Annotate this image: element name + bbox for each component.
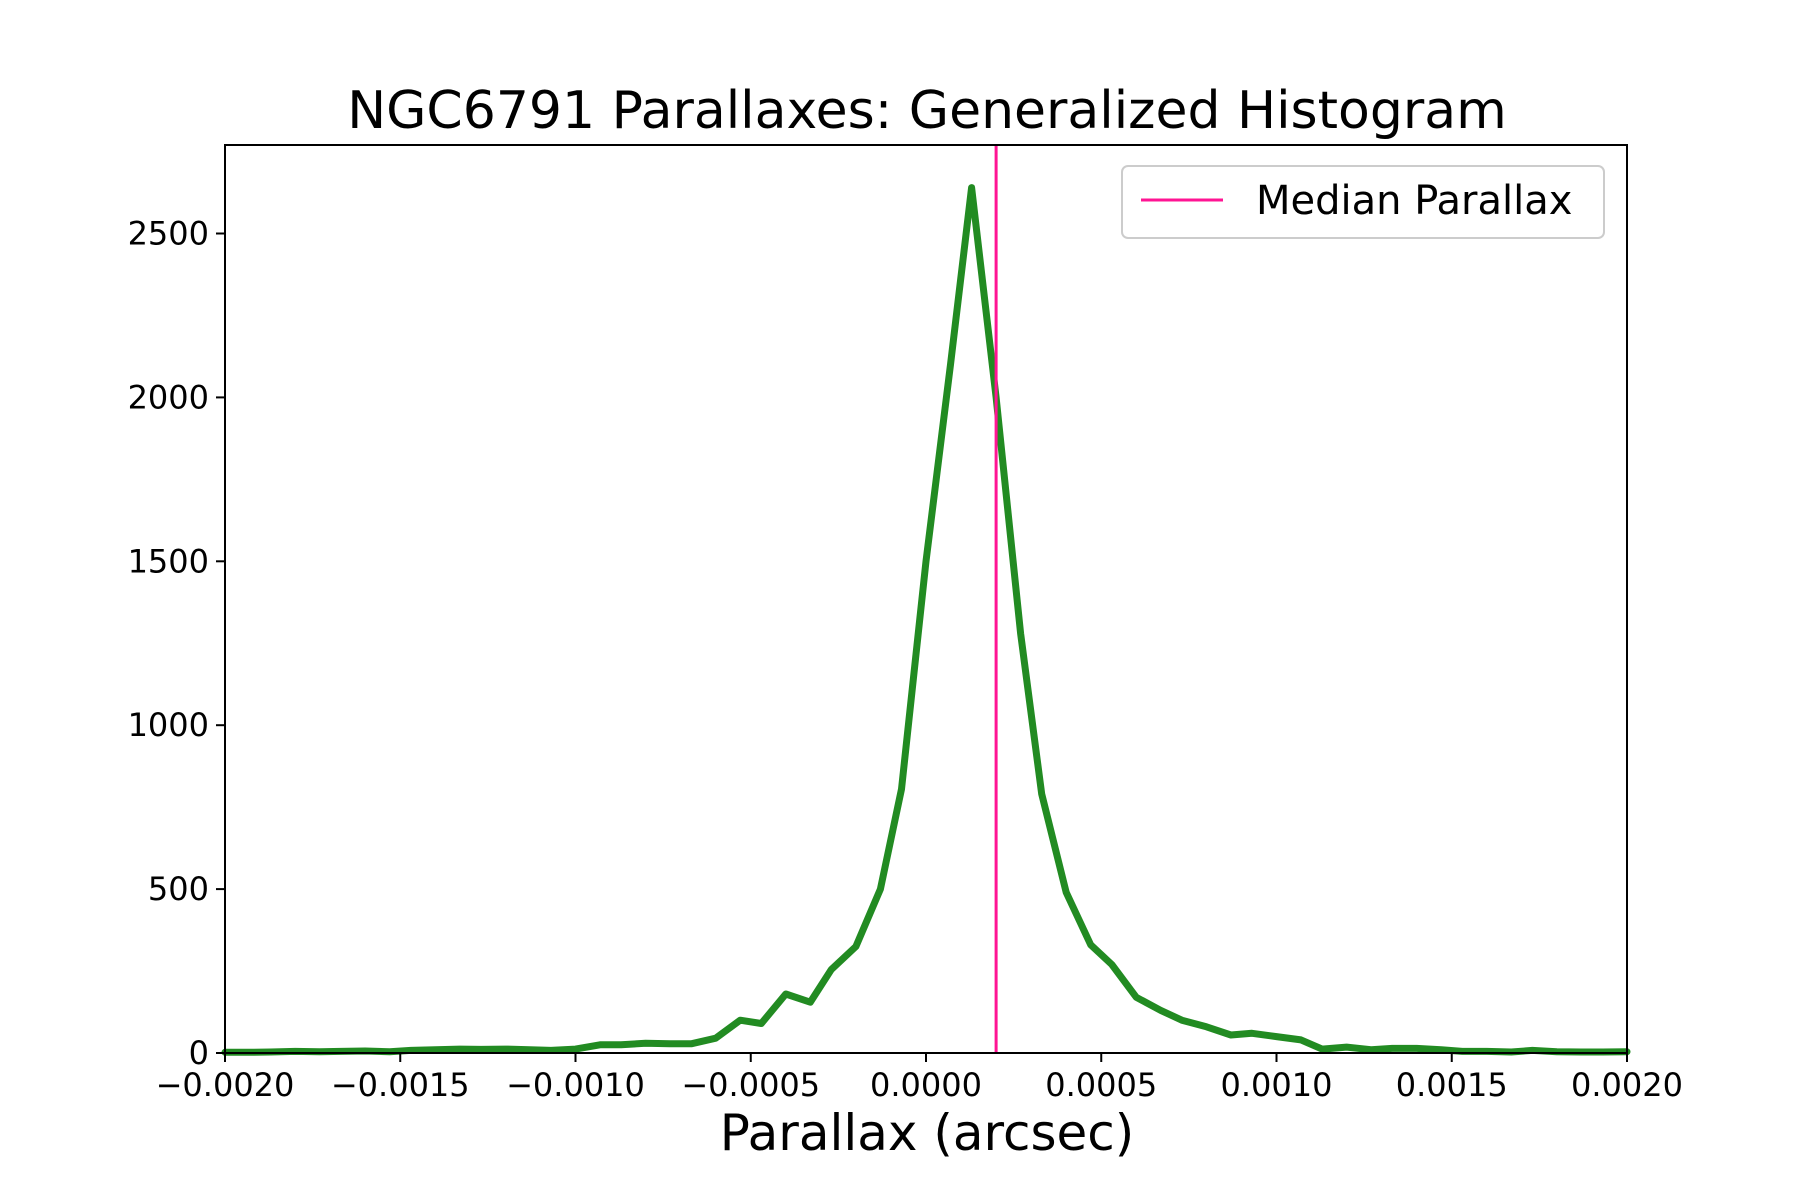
data-point bbox=[435, 1049, 436, 1050]
legend: Median Parallax bbox=[1121, 165, 1605, 239]
data-point bbox=[1322, 1049, 1323, 1050]
x-tick-label: 0.0010 bbox=[1221, 1066, 1333, 1104]
data-point bbox=[1532, 1050, 1533, 1051]
x-tick-label: −0.0005 bbox=[681, 1066, 820, 1104]
data-point bbox=[761, 1023, 762, 1024]
data-point bbox=[901, 789, 902, 790]
x-tick-label: 0.0015 bbox=[1396, 1066, 1508, 1104]
data-point bbox=[1416, 1048, 1417, 1049]
series-line-0 bbox=[221, 184, 1631, 1056]
x-axis: −0.0020 −0.0015 −0.0010 −0.0005 0.0000 0.0005… bbox=[156, 1053, 1683, 1104]
data-point bbox=[365, 1051, 366, 1052]
data-point bbox=[1090, 944, 1091, 945]
data-point bbox=[1486, 1051, 1487, 1052]
data-point bbox=[1136, 997, 1137, 998]
data-point bbox=[810, 1002, 811, 1003]
data-point bbox=[505, 1049, 506, 1050]
data-point bbox=[575, 1049, 576, 1050]
data-point bbox=[1276, 1036, 1277, 1037]
data-point bbox=[1181, 1020, 1182, 1021]
data-point bbox=[1160, 1010, 1161, 1011]
data-point bbox=[295, 1051, 296, 1052]
data-point bbox=[1252, 1033, 1253, 1034]
chart-title: NGC6791 Parallaxes: Generalized Histogra… bbox=[347, 81, 1507, 141]
data-point bbox=[926, 561, 927, 562]
data-point bbox=[740, 1020, 741, 1021]
data-point bbox=[971, 187, 972, 188]
data-point bbox=[1371, 1049, 1372, 1050]
data-point bbox=[1066, 892, 1067, 893]
data-point bbox=[1111, 964, 1112, 965]
legend-box bbox=[1121, 165, 1605, 239]
data-point bbox=[950, 364, 951, 365]
x-tick-label: −0.0010 bbox=[506, 1066, 645, 1104]
axes-frame bbox=[224, 144, 1628, 1054]
data-point bbox=[855, 946, 856, 947]
x-axis-label: Parallax (arcsec) bbox=[720, 1104, 1135, 1162]
data-point bbox=[459, 1049, 460, 1050]
data-point bbox=[1441, 1049, 1442, 1050]
plot-area bbox=[221, 144, 1631, 1056]
y-axis: 0 500 1000 1500 2000 2500 bbox=[128, 215, 225, 1072]
legend-label-median: Median Parallax bbox=[1256, 178, 1572, 224]
y-tick-label: 2500 bbox=[128, 215, 209, 253]
data-point bbox=[880, 889, 881, 890]
data-point bbox=[1230, 1035, 1231, 1036]
data-point bbox=[1041, 794, 1042, 795]
x-tick-label: 0.0000 bbox=[870, 1066, 982, 1104]
data-point bbox=[480, 1049, 481, 1050]
data-point bbox=[1392, 1048, 1393, 1049]
data-point bbox=[670, 1043, 671, 1044]
x-tick-label: 0.0005 bbox=[1045, 1066, 1157, 1104]
data-point bbox=[529, 1049, 530, 1050]
data-point bbox=[1206, 1026, 1207, 1027]
data-point bbox=[785, 994, 786, 995]
data-point bbox=[600, 1044, 601, 1045]
data-point bbox=[1301, 1039, 1302, 1040]
y-tick-label: 500 bbox=[148, 870, 209, 908]
y-tick-label: 2000 bbox=[128, 378, 209, 416]
y-tick-label: 1500 bbox=[128, 542, 209, 580]
data-point bbox=[715, 1038, 716, 1039]
data-point bbox=[621, 1044, 622, 1045]
data-point bbox=[645, 1043, 646, 1044]
x-tick-label: −0.0015 bbox=[331, 1066, 470, 1104]
data-point bbox=[1020, 633, 1021, 634]
data-point bbox=[1346, 1047, 1347, 1048]
x-tick-label: −0.0020 bbox=[156, 1066, 295, 1104]
data-point bbox=[340, 1051, 341, 1052]
data-point bbox=[691, 1043, 692, 1044]
data-point bbox=[410, 1050, 411, 1051]
data-point bbox=[1462, 1051, 1463, 1052]
data-point bbox=[831, 969, 832, 970]
y-tick-label: 0 bbox=[189, 1034, 209, 1072]
y-tick-label: 1000 bbox=[128, 706, 209, 744]
x-tick-label: 0.0020 bbox=[1571, 1066, 1683, 1104]
data-point bbox=[551, 1050, 552, 1051]
